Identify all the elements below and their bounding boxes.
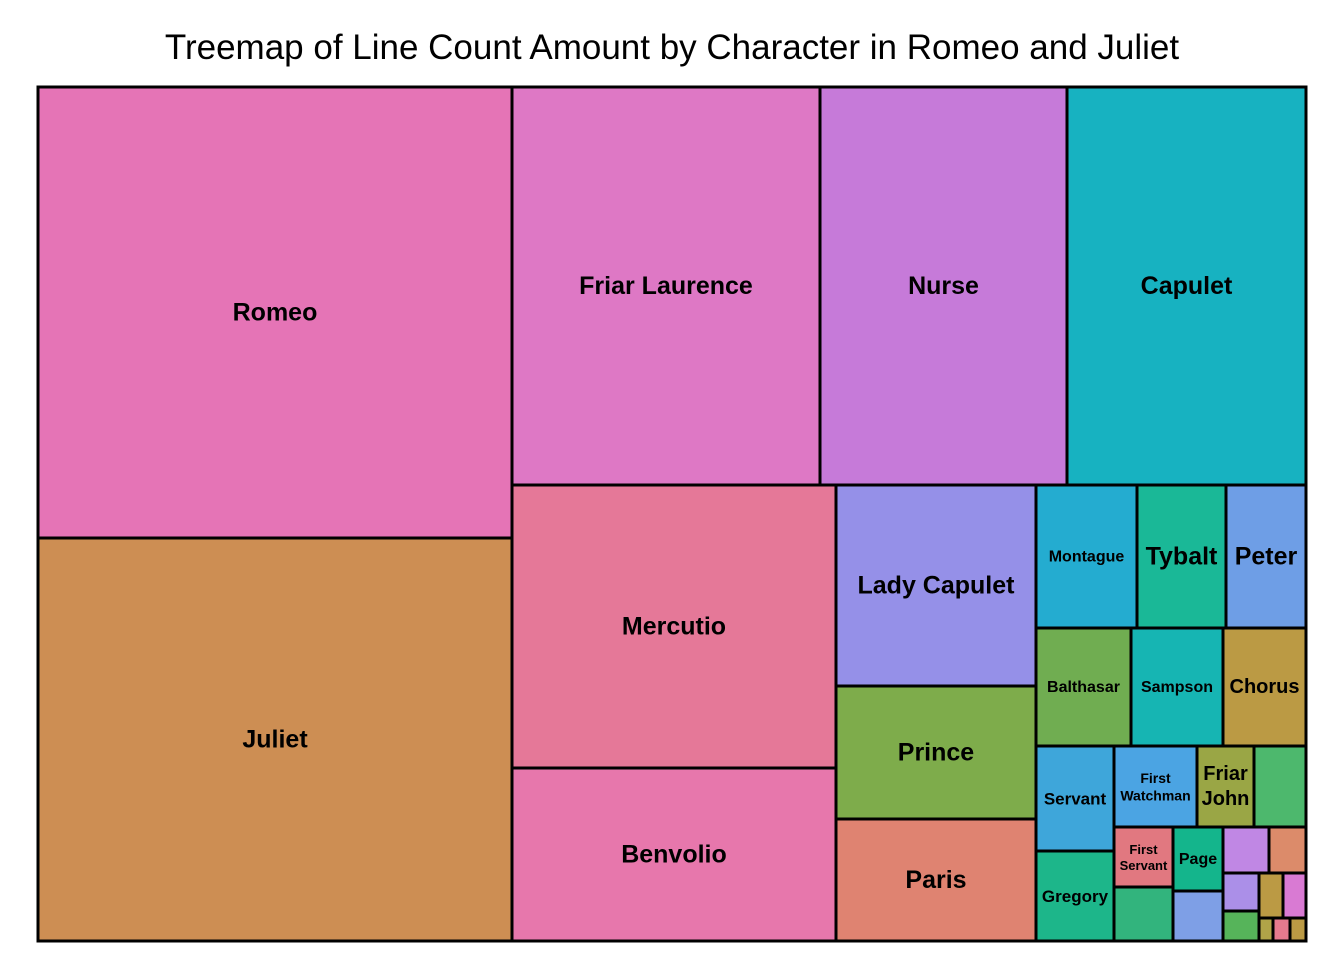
- treemap-cell-nurse: [818, 85, 1069, 487]
- treemap-cell-small-cell-3: [1171, 889, 1225, 943]
- treemap-cell-balthasar: [1034, 626, 1133, 748]
- treemap-label-sampson: Sampson: [1141, 679, 1213, 696]
- treemap-label-gregory: Gregory: [1042, 887, 1109, 906]
- treemap-label-first-servant: First Servant: [1120, 841, 1168, 872]
- treemap-cell-small-cell-4: [1221, 825, 1271, 875]
- treemap-label-tybalt: Tybalt: [1146, 543, 1218, 571]
- treemap-label-paris: Paris: [905, 866, 966, 894]
- chart-title: Treemap of Line Count Amount by Characte…: [164, 28, 1180, 67]
- treemap-label-first-watchman: First Watchman: [1120, 770, 1190, 804]
- treemap-cell-romeo: [36, 85, 514, 540]
- treemap-label-chorus: Chorus: [1230, 676, 1300, 698]
- treemap-border: [36, 85, 1308, 943]
- treemap-cell-servant: [1034, 744, 1116, 853]
- treemap-label-page: Page: [1179, 851, 1217, 868]
- treemap-label-friar-laurence: Friar Laurence: [579, 272, 753, 300]
- treemap-label-capulet: Capulet: [1141, 272, 1233, 300]
- treemap-cell-small-cell-9: [1281, 871, 1308, 920]
- treemap-label-balthasar: Balthasar: [1047, 679, 1120, 696]
- treemap-cell-small-cell-6: [1221, 871, 1261, 913]
- treemap-cell-small-cell-2: [1112, 885, 1175, 943]
- treemap-label-benvolio: Benvolio: [621, 841, 727, 869]
- treemap-cell-friar-john: [1195, 744, 1256, 829]
- treemap-label-lady-capulet: Lady Capulet: [858, 572, 1016, 600]
- treemap-cell-small-cell-5: [1267, 825, 1308, 875]
- treemap-cell-peter: [1224, 483, 1308, 630]
- treemap-cell-gregory: [1034, 849, 1116, 943]
- treemap-cell-friar-laurence: [510, 85, 822, 487]
- treemap-cell-juliet: [36, 536, 514, 943]
- treemap-label-mercutio: Mercutio: [622, 613, 726, 641]
- treemap-cell-prince: [834, 684, 1038, 821]
- treemap-cell-small-cell-7: [1221, 909, 1261, 943]
- treemap-cell-first-watchman: [1112, 744, 1199, 829]
- treemap-cell-small-cell-12: [1288, 916, 1308, 943]
- treemap-label-romeo: Romeo: [233, 299, 318, 327]
- treemap-label-montague: Montague: [1049, 548, 1125, 565]
- treemap-cell-small-cell-8: [1257, 871, 1285, 920]
- treemap-label-peter: Peter: [1235, 543, 1298, 571]
- treemap-cell-small-cell-10: [1257, 916, 1275, 943]
- treemap-label-nurse: Nurse: [908, 272, 979, 300]
- treemap-cell-small-cell-11: [1271, 916, 1292, 943]
- treemap-label-prince: Prince: [898, 739, 975, 767]
- treemap-cell-sampson: [1129, 626, 1225, 748]
- treemap-label-friar-john: Friar John: [1202, 763, 1250, 810]
- treemap-label-juliet: Juliet: [242, 726, 308, 754]
- treemap-cell-chorus: [1221, 626, 1308, 748]
- treemap-cell-benvolio: [510, 766, 838, 943]
- treemap-label-servant: Servant: [1044, 789, 1107, 808]
- treemap-cell-paris: [834, 817, 1038, 943]
- treemap-cell-tybalt: [1135, 483, 1228, 630]
- treemap-cell-lady-capulet: [834, 483, 1038, 688]
- treemap-cell-small-cell-1: [1252, 744, 1308, 829]
